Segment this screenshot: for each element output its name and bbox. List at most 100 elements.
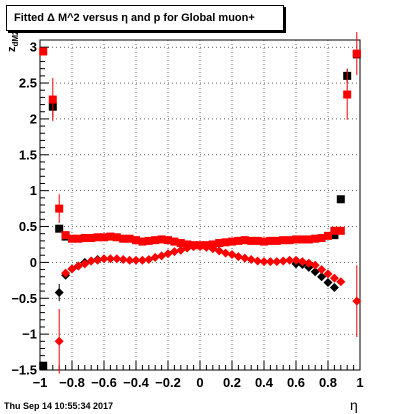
data-point-diamond xyxy=(336,277,346,287)
data-point-diamond xyxy=(285,255,295,265)
data-point-square xyxy=(119,234,128,243)
data-point-square xyxy=(292,235,300,244)
data-point-square xyxy=(87,234,96,242)
x-tick-label: −0.6 xyxy=(91,375,117,390)
data-point-diamond xyxy=(317,265,327,275)
data-point-square xyxy=(39,361,48,370)
data-point-square xyxy=(55,224,64,233)
data-point-square xyxy=(240,236,249,245)
data-point-diamond xyxy=(189,242,199,252)
data-marks xyxy=(39,32,362,374)
data-point-square xyxy=(330,231,339,240)
data-point-diamond xyxy=(201,242,211,252)
data-point-square xyxy=(106,232,115,241)
y-tick-label: 0.5 xyxy=(19,219,37,234)
data-point-square xyxy=(132,236,140,245)
x-tick-label: 0.8 xyxy=(319,375,337,390)
data-point-diamond xyxy=(125,255,135,265)
y-axis-label-sub: dM2 xyxy=(11,30,21,47)
data-point-square xyxy=(336,195,345,204)
data-point-diamond xyxy=(150,252,160,262)
data-point-square xyxy=(343,90,352,99)
data-point-square xyxy=(285,236,294,245)
data-point-diamond xyxy=(310,260,320,270)
y-axis-label: zdM2 xyxy=(6,31,20,53)
data-point-square xyxy=(61,231,70,240)
x-tick-label: 0.6 xyxy=(287,375,305,390)
chart-title-box: Fitted Δ M^2 versus η and p for Global m… xyxy=(6,5,284,31)
y-tick-label: 2 xyxy=(30,111,37,126)
y-tick-label: 0 xyxy=(30,255,37,270)
data-point-diamond xyxy=(61,268,71,278)
data-point-square xyxy=(304,235,313,244)
data-point-diamond xyxy=(265,257,275,267)
grid-lines xyxy=(40,40,360,370)
data-point-diamond xyxy=(131,255,141,265)
data-point-diamond xyxy=(329,273,339,283)
data-point-square xyxy=(336,226,345,235)
x-tick-label: 1 xyxy=(356,375,363,390)
data-point-diamond xyxy=(278,256,288,266)
data-point-square xyxy=(39,47,48,56)
y-tick-label: 1 xyxy=(30,183,37,198)
data-point-diamond xyxy=(80,259,90,269)
y-tick-label: 2.5 xyxy=(19,76,37,91)
axis-tick-labels: −1 −0.8 −0.6 −0.4 −0.2 0 0.2 0.4 0.6 0.8 1−1.5−1−0… xyxy=(11,40,363,390)
x-tick-label: −0.4 xyxy=(123,375,149,390)
data-point-diamond xyxy=(112,254,122,264)
data-point-diamond xyxy=(352,296,362,306)
data-point-diamond xyxy=(291,255,301,265)
data-point-diamond xyxy=(93,255,103,265)
data-point-diamond xyxy=(240,253,250,263)
data-point-square xyxy=(266,236,275,245)
data-point-square xyxy=(247,236,256,245)
data-point-diamond xyxy=(54,336,64,346)
chart-title: Fitted Δ M^2 versus η and p for Global m… xyxy=(14,12,255,24)
data-point-diamond xyxy=(169,247,179,257)
data-point-square xyxy=(298,235,307,244)
data-point-diamond xyxy=(246,255,256,265)
data-point-diamond xyxy=(86,256,96,266)
data-point-diamond xyxy=(297,257,307,267)
data-point-diamond xyxy=(67,264,77,274)
data-point-square xyxy=(80,234,89,242)
data-point-diamond xyxy=(329,283,339,292)
timestamp-footer: Thu Sep 14 10:55:34 2017 xyxy=(4,401,114,411)
data-point-diamond xyxy=(317,272,327,282)
data-point-square xyxy=(176,239,185,248)
data-point-square xyxy=(100,233,108,242)
data-point-square xyxy=(330,226,339,235)
y-tick-label: 1.5 xyxy=(19,147,37,162)
x-tick-label: 0.4 xyxy=(255,375,274,390)
data-point-square xyxy=(170,237,179,246)
data-point-diamond xyxy=(54,288,64,298)
data-point-square xyxy=(272,236,281,245)
y-axis-label-main: z xyxy=(6,46,18,53)
data-point-diamond xyxy=(105,254,115,264)
x-tick-label: −1 xyxy=(33,375,48,390)
x-tick-label: 0 xyxy=(196,375,203,390)
data-point-square xyxy=(234,236,243,245)
data-point-square xyxy=(221,238,230,247)
data-point-diamond xyxy=(253,256,263,266)
data-point-square xyxy=(55,204,64,213)
data-point-square xyxy=(151,236,160,245)
data-point-square xyxy=(311,234,320,243)
data-point-square xyxy=(164,236,172,245)
data-point-diamond xyxy=(118,255,128,265)
data-point-square xyxy=(260,237,268,246)
data-point-square xyxy=(157,235,166,244)
data-point-diamond xyxy=(182,243,192,253)
data-point-diamond xyxy=(144,255,154,265)
data-point-square xyxy=(279,236,288,245)
x-tick-label: −0.8 xyxy=(59,375,85,390)
y-tick-label: −0.5 xyxy=(11,291,37,306)
data-point-square xyxy=(317,234,326,242)
data-point-square xyxy=(144,236,153,245)
data-point-square xyxy=(253,236,262,245)
data-point-diamond xyxy=(259,257,269,267)
data-point-square xyxy=(68,234,76,243)
y-tick-label: −1 xyxy=(22,327,37,342)
data-point-square xyxy=(324,231,332,240)
